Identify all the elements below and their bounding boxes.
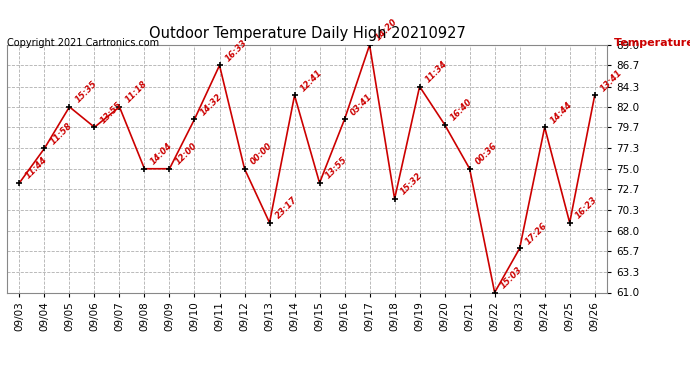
Text: 00:00: 00:00 <box>248 141 274 166</box>
Text: 14:20: 14:20 <box>374 18 399 43</box>
Text: 11:18: 11:18 <box>124 80 149 105</box>
Text: 11:34: 11:34 <box>424 59 449 84</box>
Text: 13:41: 13:41 <box>599 68 624 93</box>
Text: 16:40: 16:40 <box>448 97 474 122</box>
Text: 12:41: 12:41 <box>299 68 324 93</box>
Text: 13:55: 13:55 <box>99 100 124 125</box>
Text: 14:44: 14:44 <box>549 100 574 125</box>
Text: 16:33: 16:33 <box>224 38 249 63</box>
Text: 17:26: 17:26 <box>524 221 549 246</box>
Text: 15:32: 15:32 <box>399 171 424 196</box>
Text: 14:32: 14:32 <box>199 92 224 117</box>
Text: 11:44: 11:44 <box>23 155 49 181</box>
Text: 14:04: 14:04 <box>148 141 174 166</box>
Text: 23:17: 23:17 <box>274 195 299 220</box>
Text: 13:55: 13:55 <box>324 155 349 181</box>
Text: 03:41: 03:41 <box>348 92 374 117</box>
Text: 15:35: 15:35 <box>74 80 99 105</box>
Text: 11:58: 11:58 <box>48 121 74 146</box>
Text: 16:23: 16:23 <box>574 195 599 220</box>
Text: Copyright 2021 Cartronics.com: Copyright 2021 Cartronics.com <box>7 38 159 48</box>
Text: 00:36: 00:36 <box>474 141 499 166</box>
Text: 15:03: 15:03 <box>499 265 524 290</box>
Text: 12:00: 12:00 <box>174 141 199 166</box>
Text: Temperature (°F): Temperature (°F) <box>614 38 690 48</box>
Title: Outdoor Temperature Daily High 20210927: Outdoor Temperature Daily High 20210927 <box>148 26 466 41</box>
